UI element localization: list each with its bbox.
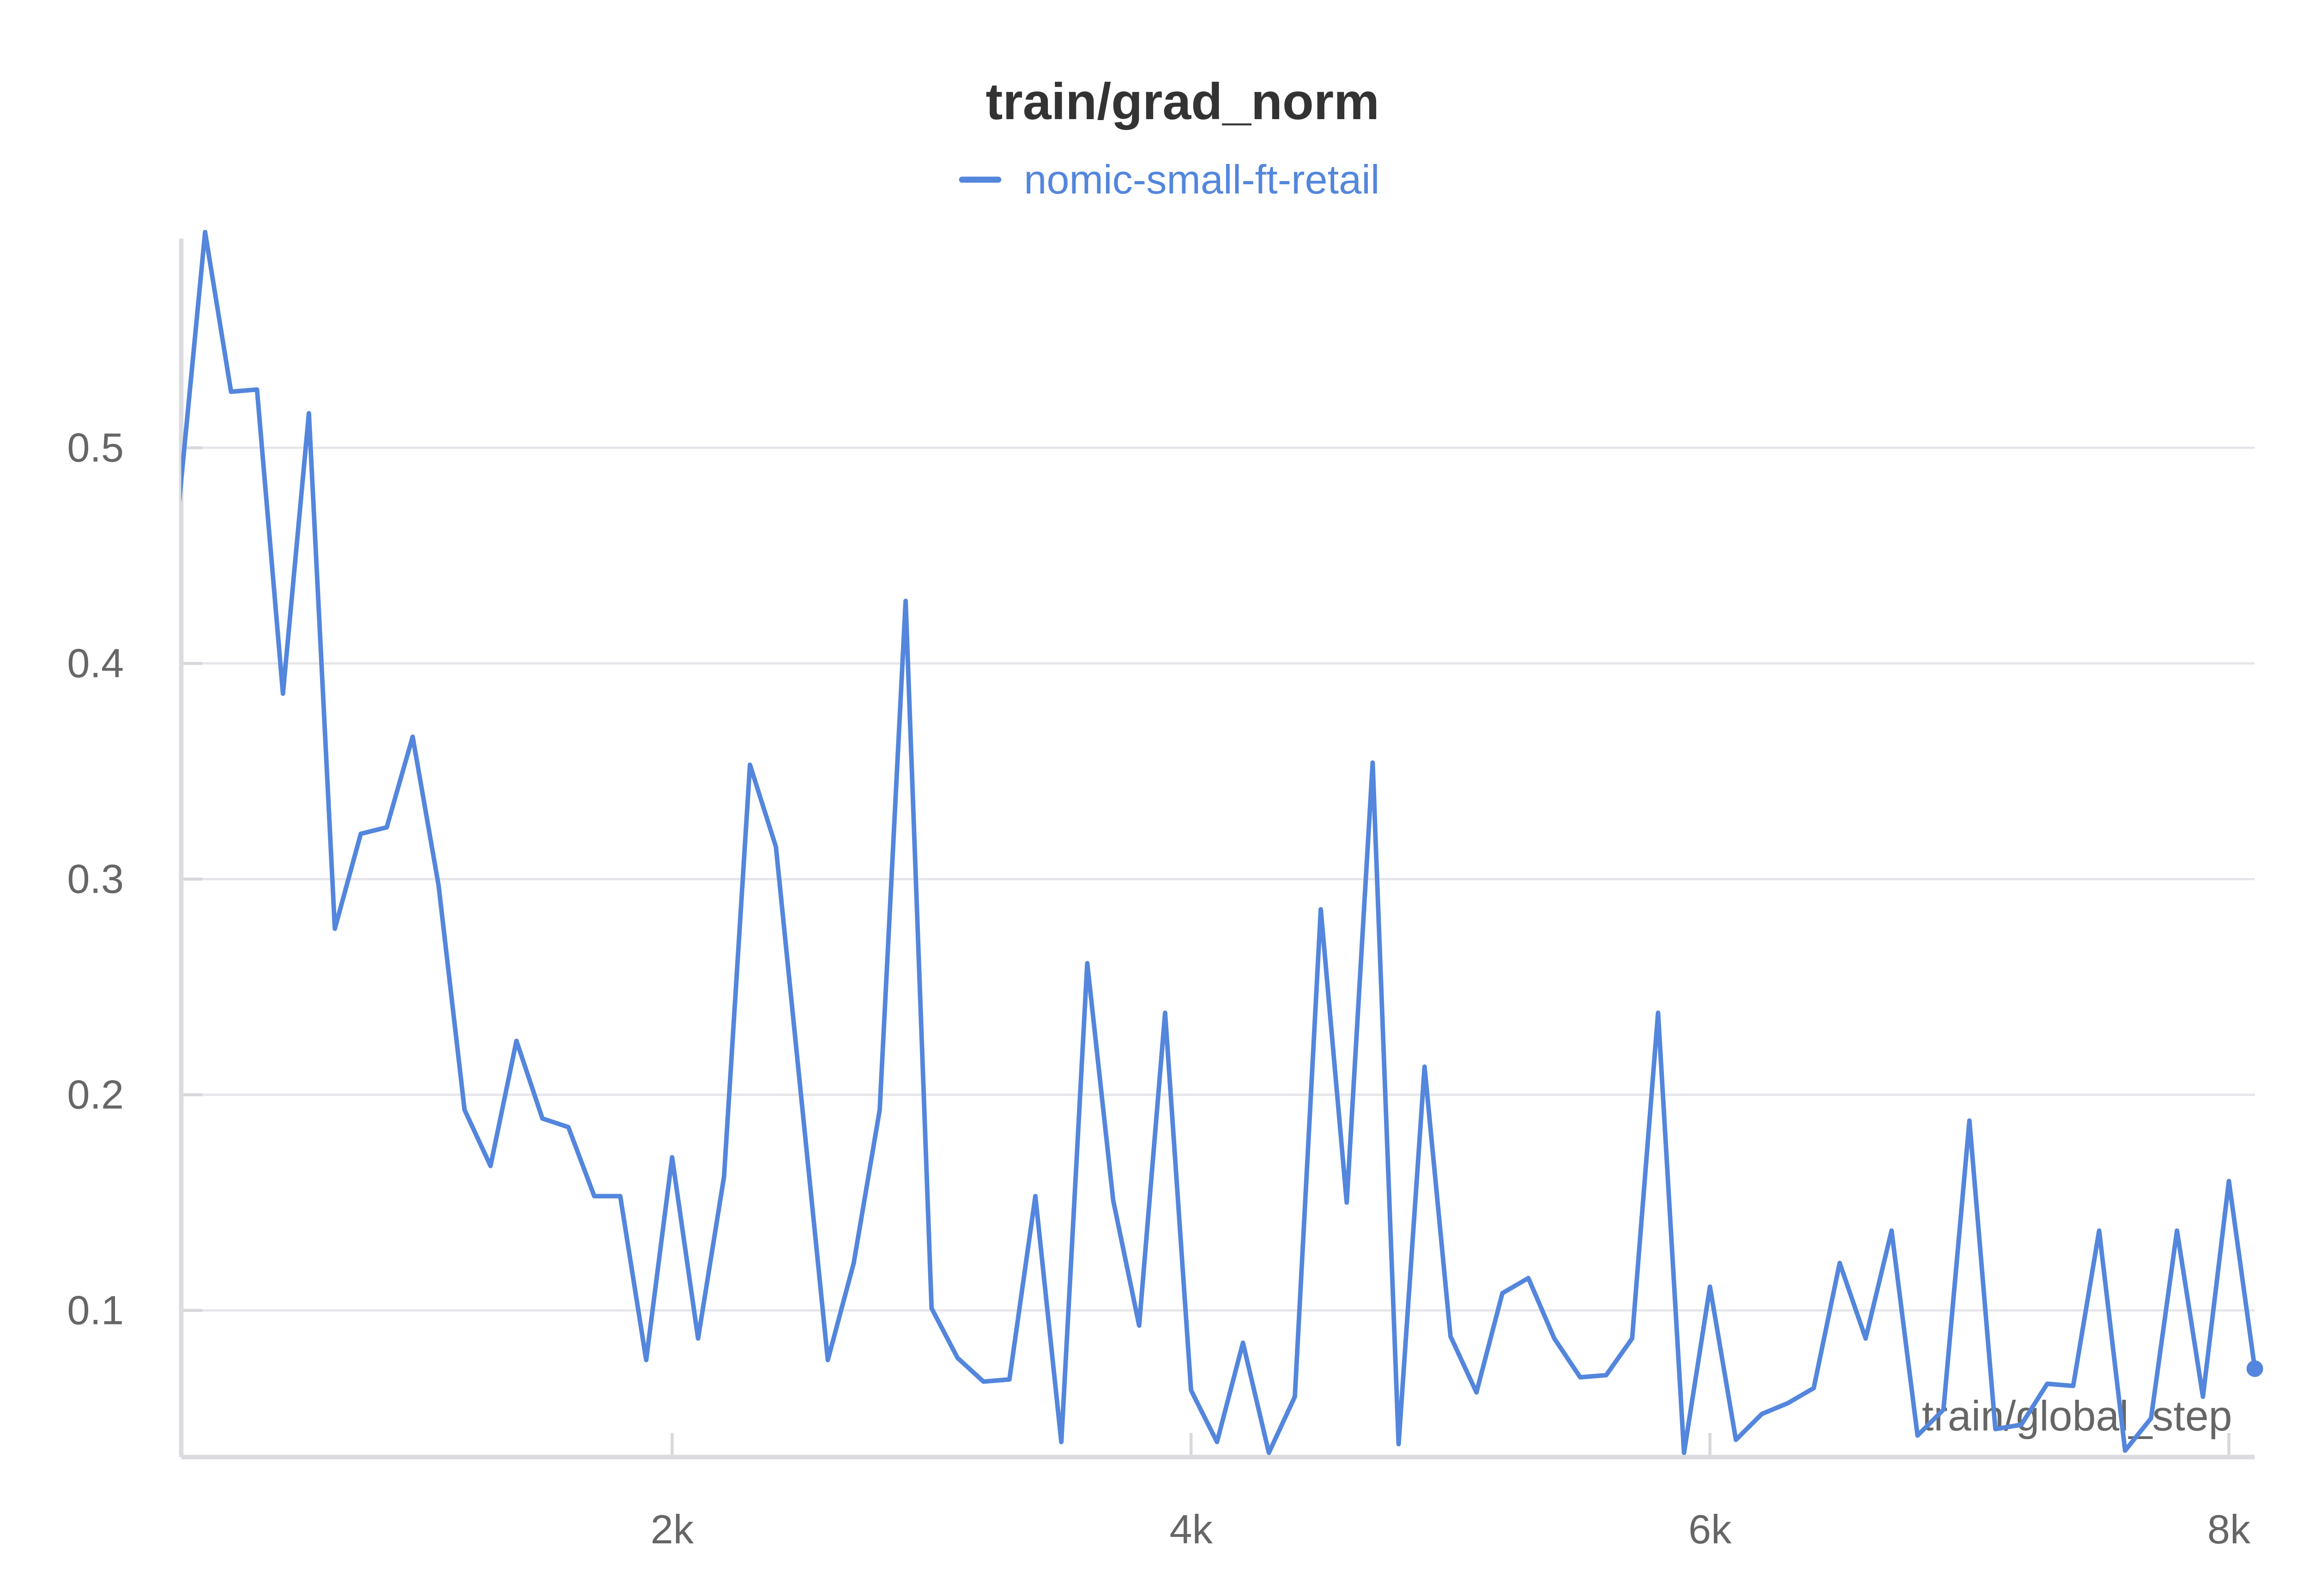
last-point <box>2246 1360 2263 1377</box>
x-tick-label: 6k <box>1688 1506 1732 1552</box>
x-tick-label: 8k <box>2207 1506 2251 1552</box>
x-tick-label: 4k <box>1169 1506 1213 1552</box>
y-tick-label: 0.2 <box>67 1071 124 1117</box>
y-tick-label: 0.1 <box>67 1288 124 1333</box>
legend-label: nomic-small-ft-retail <box>1024 157 1379 202</box>
series-line <box>181 230 2257 1455</box>
plot-area <box>181 230 2257 1455</box>
y-tick-label: 0.3 <box>67 856 124 901</box>
y-tick-label: 0.5 <box>67 424 124 470</box>
y-tick-label: 0.4 <box>67 640 124 686</box>
x-tick-label: 2k <box>651 1506 694 1552</box>
chart-title: train/grad_norm <box>985 73 1379 130</box>
x-axis-label: train/global_step <box>1922 1393 2232 1440</box>
